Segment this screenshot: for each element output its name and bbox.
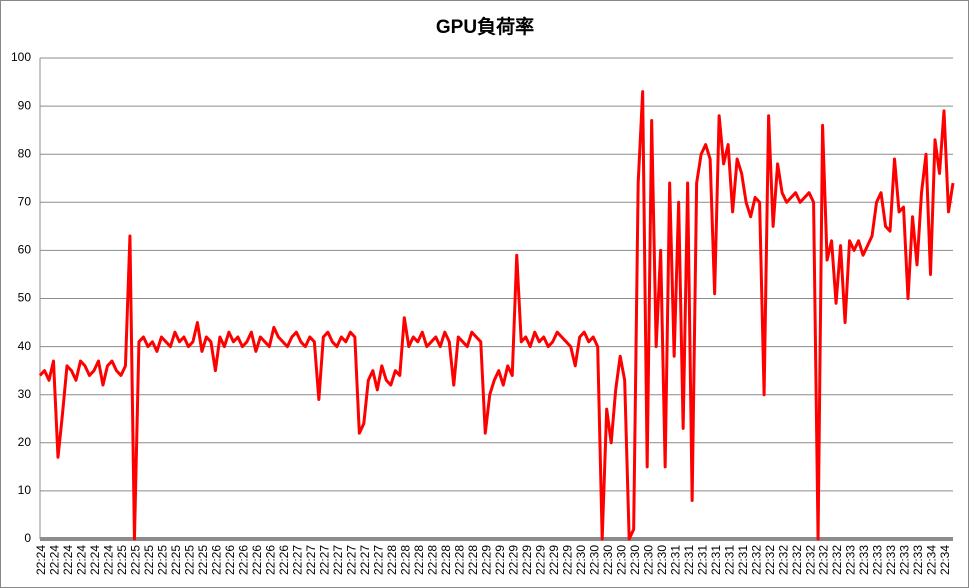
y-tick-label: 0 [24, 531, 31, 545]
x-tick-label: 22:30 [655, 545, 669, 575]
x-tick-label: 22:33 [871, 545, 885, 575]
x-tick-label: 22:29 [479, 545, 493, 575]
x-tick-label: 22:32 [790, 545, 804, 575]
x-tick-label: 22:25 [169, 545, 183, 575]
x-tick-label: 22:26 [237, 545, 251, 575]
x-tick-label: 22:31 [682, 545, 696, 575]
x-tick-label: 22:28 [466, 545, 480, 575]
x-tick-label: 22:24 [61, 545, 75, 575]
x-tick-label: 22:24 [34, 545, 48, 575]
y-tick-label: 80 [18, 146, 32, 160]
x-tick-label: 22:25 [156, 545, 170, 575]
x-tick-label: 22:30 [601, 545, 615, 575]
x-tick-label: 22:25 [142, 545, 156, 575]
x-tick-label: 22:33 [898, 545, 912, 575]
x-tick-label: 22:25 [129, 545, 143, 575]
x-tick-label: 22:33 [857, 545, 871, 575]
x-tick-label: 22:32 [830, 545, 844, 575]
x-tick-label: 22:28 [385, 545, 399, 575]
y-tick-label: 20 [18, 435, 32, 449]
x-tick-label: 22:29 [560, 545, 574, 575]
x-tick-label: 22:24 [48, 545, 62, 575]
x-tick-label: 22:27 [345, 545, 359, 575]
x-tick-label: 22:26 [223, 545, 237, 575]
y-tick-label: 10 [18, 483, 32, 497]
x-tick-label: 22:30 [587, 545, 601, 575]
x-tick-label: 22:27 [304, 545, 318, 575]
x-tick-label: 22:29 [547, 545, 561, 575]
x-tick-label: 22:31 [668, 545, 682, 575]
x-tick-label: 22:32 [763, 545, 777, 575]
x-tick-label: 22:33 [844, 545, 858, 575]
x-tick-label: 22:30 [628, 545, 642, 575]
y-tick-label: 50 [18, 291, 32, 305]
x-tick-label: 22:28 [452, 545, 466, 575]
x-tick-label: 22:31 [695, 545, 709, 575]
x-tick-label: 22:28 [439, 545, 453, 575]
chart-title: GPU負荷率 [436, 15, 534, 38]
x-tick-label: 22:32 [803, 545, 817, 575]
data-line [38, 90, 955, 541]
x-tick-label: 22:28 [398, 545, 412, 575]
x-tick-label: 22:27 [358, 545, 372, 575]
x-tick-label: 22:27 [331, 545, 345, 575]
x-tick-label: 22:30 [614, 545, 628, 575]
x-tick-label: 22:24 [102, 545, 116, 575]
x-tick-label: 22:30 [574, 545, 588, 575]
x-tick-label: 22:28 [412, 545, 426, 575]
x-tick-label: 22:26 [264, 545, 278, 575]
x-tick-label: 22:26 [277, 545, 291, 575]
y-tick-label: 60 [18, 243, 32, 257]
x-tick-label: 22:34 [925, 545, 939, 575]
x-tick-label: 22:31 [736, 545, 750, 575]
x-tick-label: 22:24 [88, 545, 102, 575]
y-tick-label: 30 [18, 387, 32, 401]
y-tick-label: 90 [18, 98, 32, 112]
x-tick-label: 22:29 [520, 545, 534, 575]
x-tick-label: 22:29 [506, 545, 520, 575]
y-tick-label: 70 [18, 194, 32, 208]
x-tick-label: 22:31 [709, 545, 723, 575]
x-tick-label: 22:32 [817, 545, 831, 575]
x-tick-label: 22:24 [75, 545, 89, 575]
y-tick-label: 100 [11, 50, 31, 64]
x-tick-label: 22:25 [115, 545, 129, 575]
x-tick-label: 22:27 [371, 545, 385, 575]
x-tick-label: 22:29 [493, 545, 507, 575]
y-tick-label: 40 [18, 339, 32, 353]
x-tick-label: 22:25 [183, 545, 197, 575]
x-tick-label: 22:31 [722, 545, 736, 575]
x-tick-label: 22:33 [911, 545, 925, 575]
x-tick-label: 22:29 [533, 545, 547, 575]
x-tick-label: 22:32 [749, 545, 763, 575]
x-tick-label: 22:30 [641, 545, 655, 575]
x-tick-label: 22:34 [938, 545, 952, 575]
x-tick-label: 22:28 [425, 545, 439, 575]
x-tick-label: 22:27 [318, 545, 332, 575]
x-tick-label: 22:26 [210, 545, 224, 575]
x-tick-label: 22:27 [291, 545, 305, 575]
x-tick-label: 22:26 [250, 545, 264, 575]
x-tick-label: 22:25 [196, 545, 210, 575]
x-tick-label: 22:32 [776, 545, 790, 575]
x-tick-label: 22:33 [884, 545, 898, 575]
